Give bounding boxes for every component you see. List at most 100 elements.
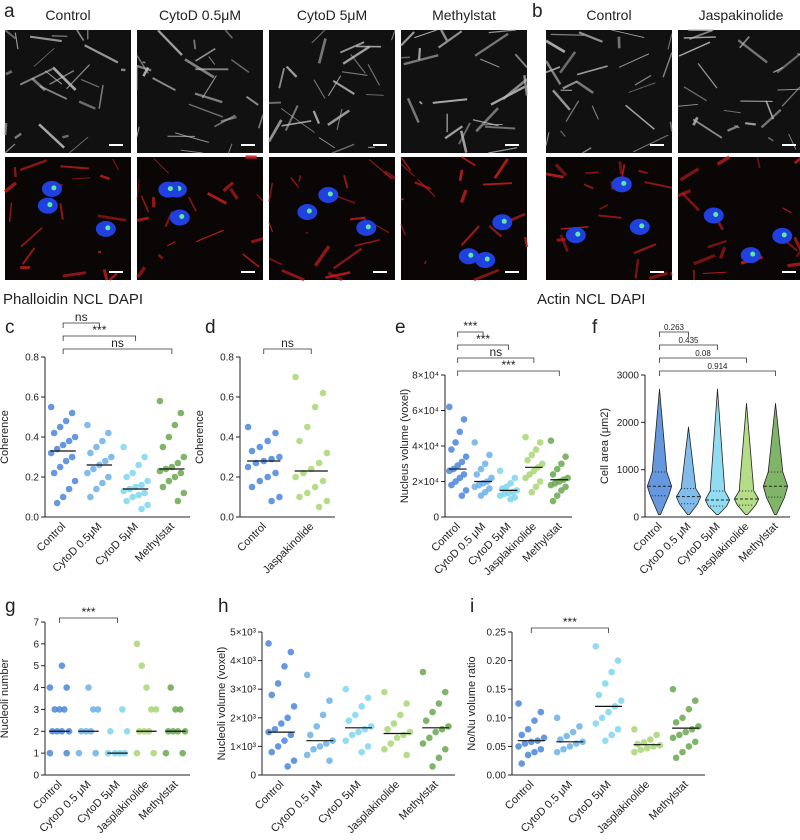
fiber: [414, 181, 432, 190]
fiber: [51, 35, 68, 38]
fiber: [458, 122, 471, 145]
data-point: [84, 421, 91, 429]
nucleolus: [750, 251, 756, 257]
data-point: [558, 460, 565, 468]
data-point: [553, 748, 561, 756]
micrograph: [546, 30, 672, 153]
data-point: [159, 443, 167, 451]
data-point: [326, 757, 333, 764]
micrograph: [546, 157, 672, 280]
significance-label: ns: [489, 345, 502, 359]
fiber: [153, 158, 169, 174]
fiber: [267, 119, 283, 143]
fiber: [354, 239, 380, 247]
fiber: [618, 53, 650, 68]
y-tick-label: 0: [633, 513, 639, 524]
data-point: [138, 505, 145, 513]
fiber: [229, 188, 239, 200]
data-point: [477, 492, 485, 500]
fiber: [460, 225, 480, 247]
data-point: [248, 483, 256, 491]
significance-bracket: [263, 348, 312, 354]
fiber: [391, 29, 396, 41]
data-point: [438, 725, 446, 733]
significance-label: 0.435: [678, 336, 699, 345]
fiber: [488, 147, 517, 154]
y-tick-label: 4×10³: [230, 656, 257, 667]
fiber: [677, 189, 692, 198]
fiber: [459, 189, 468, 204]
nucleolus: [105, 225, 111, 231]
data-point: [528, 738, 535, 746]
data-point: [90, 465, 97, 473]
data-point: [471, 483, 479, 491]
y-tick-label: 1000: [617, 465, 640, 476]
fiber: [383, 170, 396, 180]
data-point: [563, 732, 571, 740]
fiber: [406, 97, 420, 123]
data-point: [319, 389, 327, 397]
data-point: [56, 423, 64, 431]
data-point: [68, 453, 76, 461]
data-point: [63, 749, 70, 757]
data-point: [107, 727, 114, 735]
data-point: [676, 731, 683, 739]
y-tick-label: 5: [33, 661, 39, 672]
fiber: [400, 31, 415, 47]
data-point: [144, 501, 151, 509]
y-axis-label: Coherence: [0, 410, 11, 464]
fiber: [62, 271, 87, 278]
data-point: [566, 743, 574, 750]
fiber: [707, 240, 727, 249]
panel-label: h: [218, 596, 229, 617]
fiber: [66, 64, 91, 90]
data-point: [59, 441, 67, 449]
data-point: [481, 460, 489, 468]
fiber: [317, 38, 327, 64]
fiber: [582, 147, 592, 154]
nucleolus: [306, 208, 312, 214]
data-point: [105, 473, 112, 481]
data-point: [558, 487, 565, 494]
data-point: [322, 740, 330, 747]
data-point: [290, 757, 298, 764]
fiber: [224, 29, 234, 39]
y-tick-label: 0.8: [220, 353, 234, 364]
data-point: [307, 731, 314, 739]
fiber: [136, 216, 149, 222]
y-tick-label: 0.6: [25, 393, 39, 404]
fiber: [679, 167, 700, 182]
data-point: [311, 403, 319, 411]
fiber: [76, 29, 85, 42]
fiber: [69, 136, 89, 154]
fiber: [38, 123, 66, 149]
data-point: [358, 703, 365, 710]
fiber: [313, 79, 326, 99]
fiber: [365, 93, 384, 96]
data-point: [406, 728, 414, 736]
fiber: [598, 214, 622, 219]
fiber: [180, 149, 203, 154]
micrograph: [137, 157, 263, 280]
data-point: [138, 662, 146, 670]
fiber: [693, 253, 716, 266]
data-point: [524, 725, 532, 733]
significance-label: ns: [111, 336, 124, 350]
y-tick-label: 3×10³: [230, 685, 257, 696]
data-point: [643, 744, 651, 752]
fiber: [109, 272, 118, 281]
fiber: [727, 124, 739, 132]
data-point: [547, 481, 555, 489]
fiber: [633, 243, 657, 255]
fiber: [417, 178, 436, 197]
y-tick-label: 0: [433, 513, 439, 524]
data-point: [129, 493, 136, 501]
fiber: [618, 161, 623, 175]
fiber: [788, 133, 797, 150]
data-point: [345, 717, 353, 724]
fiber: [423, 260, 427, 265]
significance-label: ***: [81, 605, 95, 619]
data-point: [156, 397, 164, 405]
data-point: [486, 451, 493, 459]
fiber: [669, 121, 673, 132]
